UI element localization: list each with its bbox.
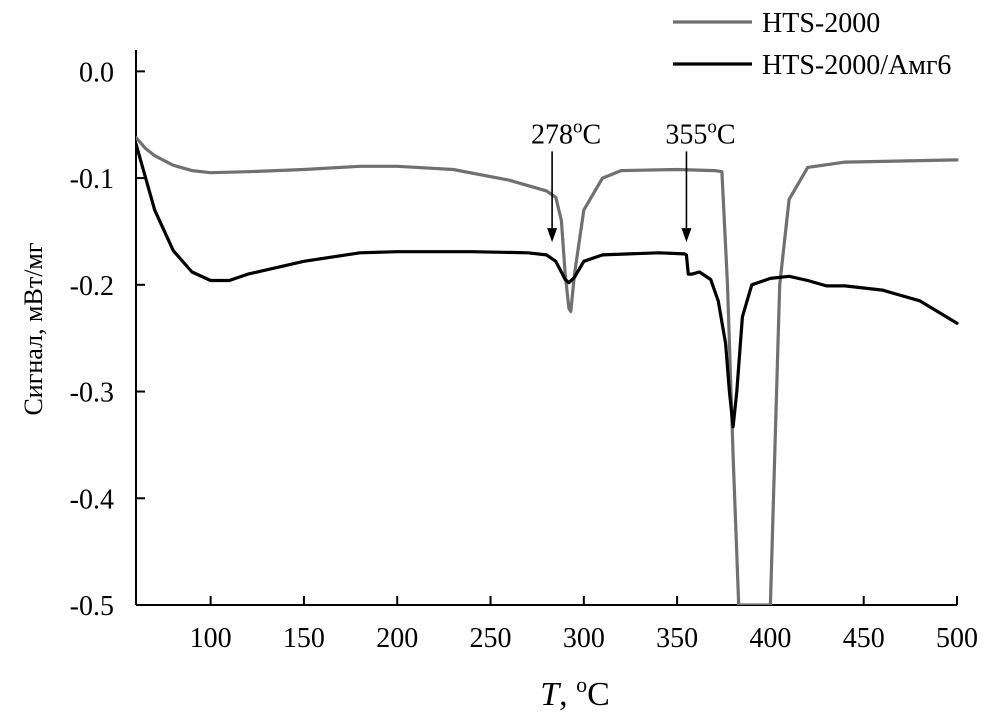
y-tick-label: -0.3 [70,378,114,409]
annotation-label-1: 278oC [531,116,601,150]
y-ticks: 0.0 -0.1 -0.2 -0.3 -0.4 -0.5 [70,57,145,622]
y-tick-label: -0.4 [70,484,114,515]
y-tick-label: -0.1 [70,164,114,195]
annotation-label-2: 355oC [665,116,735,150]
x-axis-unit-degree: o [576,672,587,697]
x-tick-label: 400 [749,623,791,654]
y-tick-label: -0.2 [70,271,114,302]
x-tick-label: 500 [936,623,978,654]
legend: HTS-2000 HTS-2000/Амг6 [673,8,951,81]
annotations: 278oC 355oC [531,116,736,243]
series-layer [136,135,959,605]
x-tick-label: 250 [470,623,512,654]
x-tick-label: 200 [376,623,418,654]
x-axis-separator: , [559,676,576,713]
series-line-1 [136,135,959,605]
x-tick-label: 300 [563,623,605,654]
series-line-2 [136,142,959,429]
legend-label-2: HTS-2000/Амг6 [762,50,951,81]
x-ticks: 100 150 200 250 300 350 400 450 500 [190,596,978,654]
annotation-arrowhead-2 [681,228,692,243]
y-tick-label: -0.5 [70,591,114,622]
x-tick-label: 150 [283,623,325,654]
y-tick-label: 0.0 [79,57,114,88]
x-tick-label: 100 [190,623,232,654]
annotation-arrowhead-1 [547,228,558,243]
x-axis-unit: C [587,676,610,713]
y-axis-title: Сигнал, мВт/мг [19,242,48,415]
x-tick-label: 350 [656,623,698,654]
x-axis-title: T, oC [540,672,610,713]
x-tick-label: 450 [843,623,885,654]
legend-label-1: HTS-2000 [762,8,880,39]
x-axis-variable: T [540,676,561,713]
